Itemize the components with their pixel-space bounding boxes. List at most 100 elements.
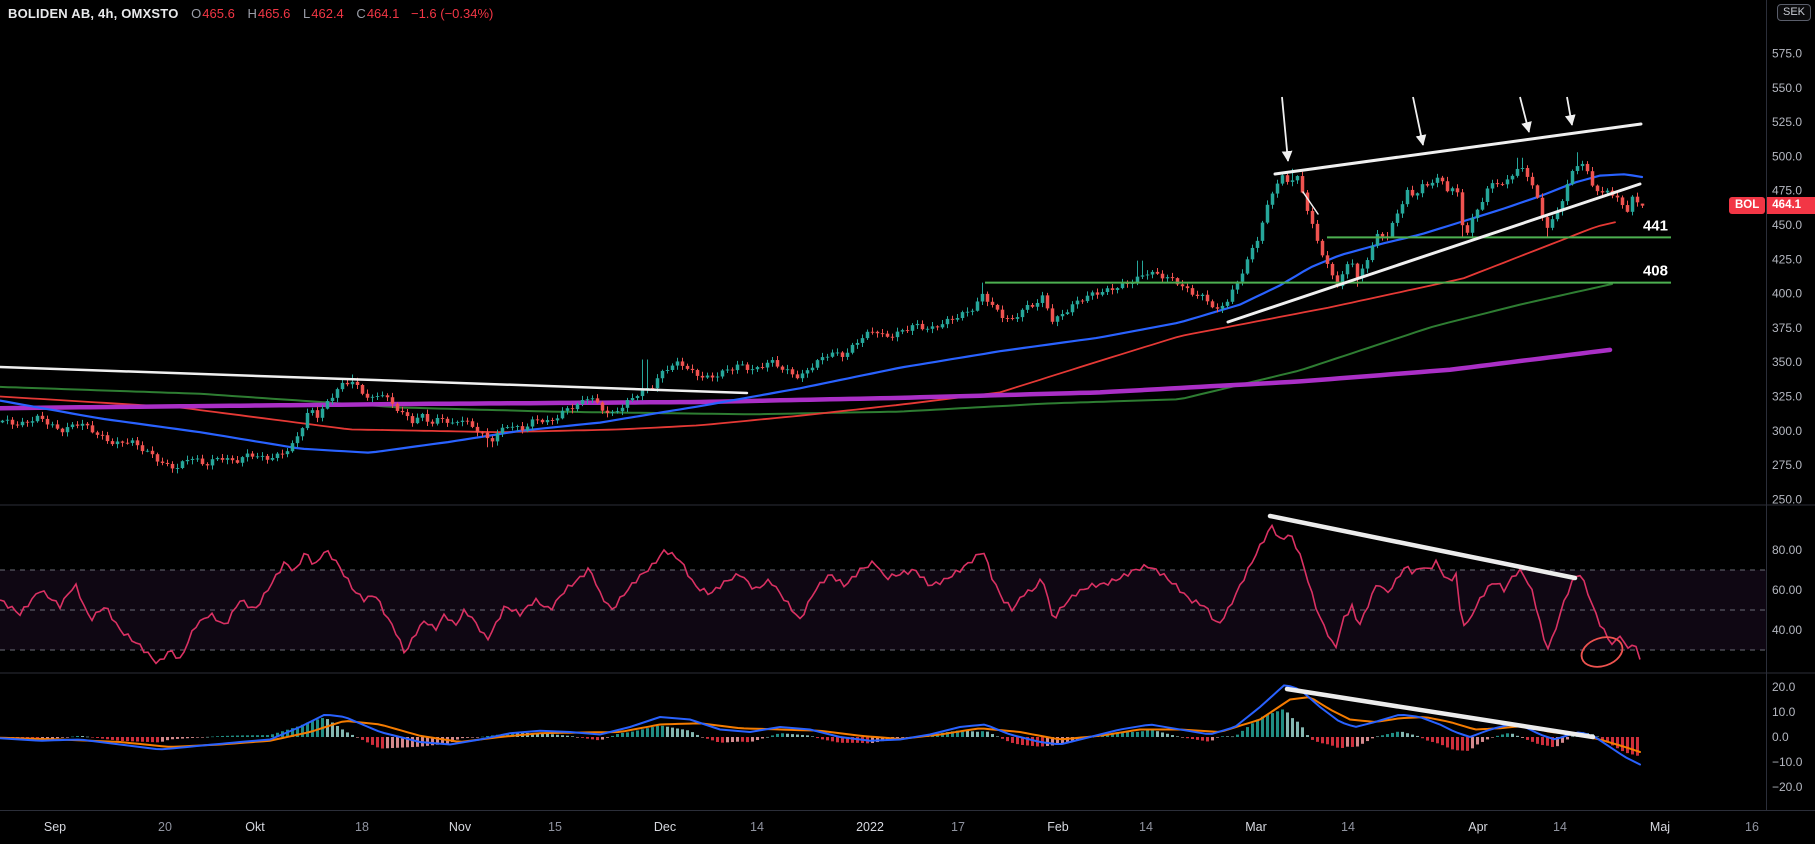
macd-histogram-bar [156,737,159,743]
candle-body [1445,181,1450,192]
currency-toggle-button[interactable]: SEK [1776,4,1811,21]
candle-body [990,301,995,305]
macd-histogram-bar [1476,737,1479,745]
macd-histogram-bar [1156,731,1159,737]
macd-histogram-bar [1346,737,1349,747]
candle-body [230,458,235,461]
candle-body [220,458,225,460]
candle-body [200,458,205,465]
macd-histogram-bar [1436,737,1439,744]
candle-body [375,395,380,397]
macd-histogram-bar [1341,737,1344,748]
candle-body [1475,209,1480,219]
candles[interactable] [0,152,1645,474]
ohlc-open-label: O [191,6,202,21]
candle-body [710,375,715,378]
candle-body [260,455,265,457]
time-axis-scale-zone[interactable] [0,810,1815,844]
down-arrow-1[interactable] [1281,96,1293,162]
macd-histogram-bar [101,737,104,739]
macd-histogram-bar [1511,733,1514,737]
trendline-3[interactable] [1226,182,1642,324]
candle-body [915,323,920,326]
macd-trendline[interactable] [1284,686,1596,740]
macd-histogram-bar [1071,737,1074,742]
candle-body [1325,255,1330,264]
down-arrow-3[interactable] [1519,96,1532,133]
macd-signal-line[interactable] [0,696,1641,753]
macd-histogram-bar [1021,737,1024,745]
candle-body [1175,278,1180,285]
candle-body [1005,318,1010,319]
candle-body [625,400,630,408]
price-axis-scale-zone[interactable] [1766,0,1815,810]
macd-histogram-bar [251,735,254,737]
macd-histogram-bar [1371,737,1374,739]
macd-histogram-bar [1451,737,1454,750]
rsi-line[interactable] [0,523,1641,665]
trendline-4[interactable] [1302,191,1319,215]
macd-histogram-bar [1461,737,1464,751]
price-pane[interactable]: 441 408 [0,96,1671,474]
macd-histogram-bar [801,734,804,737]
macd-histogram-bar [751,737,754,742]
candle-body [1255,240,1260,248]
rsi-pane[interactable] [0,513,1766,672]
macd-histogram-bar [441,737,444,745]
candle-body [1420,184,1425,194]
candle-body [1110,288,1115,291]
macd-histogram-bar [531,733,534,737]
macd-histogram-bar [176,737,179,739]
macd-histogram-bar [1116,732,1119,737]
ma-fast-blue[interactable] [0,173,1644,454]
candle-body [390,397,395,404]
candle-body [975,301,980,311]
candle-body [815,360,820,368]
macd-histogram-bar [361,737,364,740]
macd-histogram-bar [1606,737,1609,743]
ma-mid-red[interactable] [0,221,1616,433]
macd-line[interactable] [0,684,1641,766]
macd-histogram-bar [1166,733,1169,737]
down-arrow-4[interactable] [1564,96,1576,126]
candle-body [750,369,755,371]
trendline-1[interactable] [0,365,749,395]
down-arrow-2[interactable] [1412,96,1427,146]
candle-body [470,421,475,427]
symbol-title[interactable]: BOLIDEN AB, 4h, OMXSTO [8,6,179,21]
candle-body [15,424,20,426]
candle-body [800,373,805,379]
candle-body [1010,318,1015,320]
macd-histogram-bar [1241,730,1244,737]
candle-body [475,426,480,433]
candle-body [1535,185,1540,198]
candle-body [1065,312,1070,315]
trendline-2[interactable] [1273,122,1643,176]
candle-body [1060,314,1065,317]
ma-long-purple[interactable] [0,347,1613,411]
macd-histogram-bar [141,737,144,742]
candle-body [580,399,585,405]
candle-body [1410,189,1415,196]
macd-histogram-bar [271,734,274,737]
candle-body [1080,300,1085,302]
macd-histogram-bar [826,737,829,741]
rsi-ellipse-annotation[interactable] [1578,632,1627,672]
candle-body [860,338,865,343]
macd-histogram-bar [791,734,794,737]
macd-histogram-bar [306,722,309,737]
macd-histogram-bar [1251,723,1254,737]
macd-pane[interactable] [0,684,1641,766]
candle-body [1465,225,1470,233]
candle-body [590,398,595,400]
macd-histogram-bar [1566,737,1569,740]
candle-body [965,311,970,313]
candle-body [430,421,435,424]
candle-body [890,336,895,338]
macd-histogram-bar [1481,737,1484,742]
price-tick-label: 400.0 [1772,287,1802,301]
ma-slow-green[interactable] [0,283,1613,416]
rsi-trendline[interactable] [1267,513,1578,581]
macd-histogram-bar [776,733,779,737]
